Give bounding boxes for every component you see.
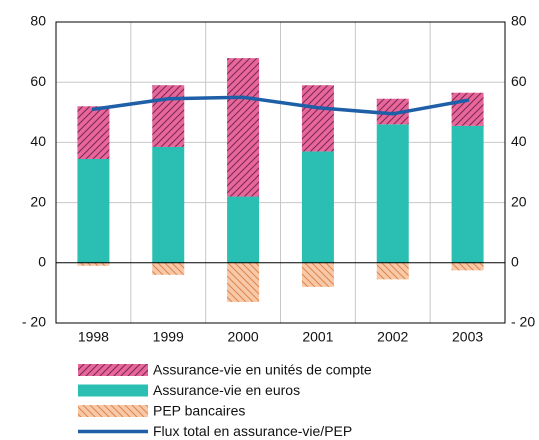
y-tick-label: 40 xyxy=(30,133,46,149)
bar xyxy=(451,262,484,271)
x-tick-label: 2001 xyxy=(302,329,333,345)
y-tick-label: - 20 xyxy=(22,314,46,330)
y2-tick-label: 80 xyxy=(511,13,527,29)
legend-swatch xyxy=(78,405,148,417)
bar xyxy=(77,106,110,159)
legend-label: PEP bancaires xyxy=(153,403,245,419)
y2-tick-label: 40 xyxy=(511,133,527,149)
x-tick-label: 2002 xyxy=(377,329,408,345)
bar xyxy=(451,125,484,263)
y2-tick-label: - 20 xyxy=(511,314,535,330)
y-tick-label: 60 xyxy=(30,73,46,89)
line xyxy=(91,95,470,116)
x-tick-label: 2000 xyxy=(228,329,259,345)
plot-frame xyxy=(55,21,506,324)
bar xyxy=(152,262,185,275)
legend-swatch xyxy=(78,364,148,376)
y-tick-label: 80 xyxy=(30,13,46,29)
bar xyxy=(301,151,334,263)
bar xyxy=(301,262,334,287)
bar xyxy=(77,158,110,263)
bar xyxy=(152,85,185,147)
x-tick-label: 2003 xyxy=(452,329,483,345)
legend-swatch xyxy=(78,384,148,397)
y-tick-label: 20 xyxy=(30,193,46,209)
legend-label: Flux total en assurance-vie/PEP xyxy=(153,423,352,439)
y-tick-label: 0 xyxy=(38,254,46,270)
y2-tick-label: 0 xyxy=(511,254,519,270)
bar xyxy=(451,92,484,126)
bar xyxy=(301,85,334,152)
y2-tick-label: 20 xyxy=(511,193,527,209)
y2-tick-label: 60 xyxy=(511,73,527,89)
legend-label: Assurance-vie en euros xyxy=(153,382,300,398)
bar xyxy=(376,124,409,263)
x-tick-label: 1999 xyxy=(153,329,184,345)
bar xyxy=(227,196,260,263)
bar xyxy=(77,262,110,266)
bar xyxy=(227,262,260,302)
legend-label: Assurance-vie en unités de compte xyxy=(153,362,372,378)
bar xyxy=(376,262,409,280)
x-tick-label: 1998 xyxy=(78,329,109,345)
bar xyxy=(227,58,260,197)
bar xyxy=(152,146,185,263)
